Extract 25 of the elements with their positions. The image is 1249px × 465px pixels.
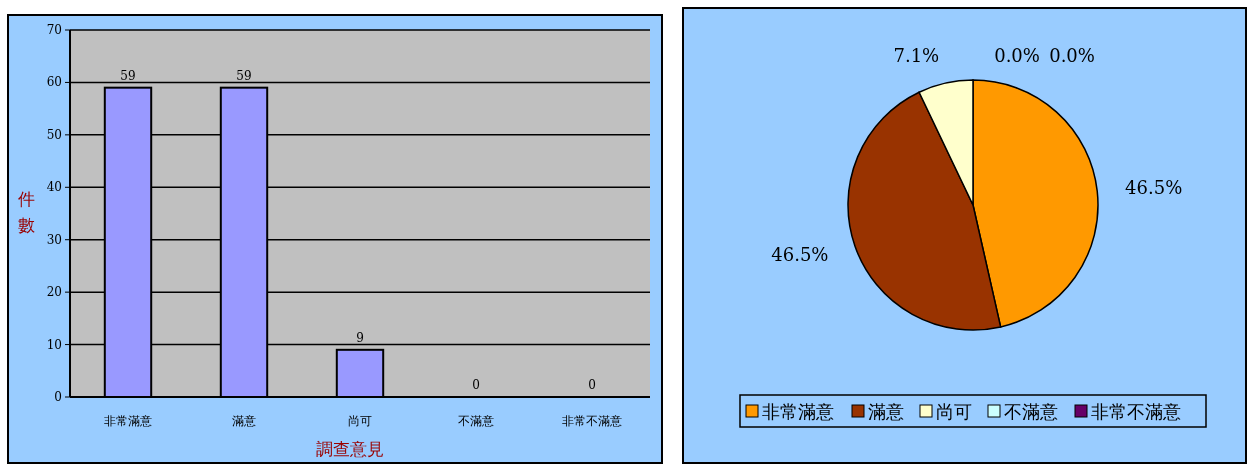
y-tick-label: 0: [54, 390, 62, 404]
data-label: 7.1%: [893, 44, 940, 66]
x-axis-title: 調查意見: [316, 439, 384, 459]
data-label: 0: [588, 378, 596, 392]
y-tick-label: 10: [46, 337, 62, 352]
data-label: 9: [356, 330, 364, 345]
text: 0.0%: [994, 44, 1040, 66]
x-tick-label: 尚可: [348, 414, 372, 428]
data-label: 0: [472, 378, 480, 392]
data-label: 59: [236, 68, 252, 83]
data-label: 46.5%: [1125, 176, 1183, 198]
text: 0.0%: [1049, 44, 1095, 66]
x-tick-label: 非常滿意: [104, 414, 152, 428]
x-tick-label: 非常不滿意: [562, 414, 622, 428]
x-tick-label: 不滿意: [458, 414, 494, 428]
y-tick-label: 40: [46, 180, 62, 195]
y-tick-label: 60: [46, 75, 62, 90]
y-tick-label: 30: [46, 232, 62, 247]
y-axis-title: 件數: [17, 189, 35, 235]
data-label: 46.5%: [771, 244, 829, 266]
data-label: 59: [120, 68, 136, 83]
x-tick-label: 滿意: [232, 414, 256, 428]
y-tick-label: 20: [46, 285, 62, 300]
y-tick-label: 50: [46, 127, 62, 142]
y-tick-label: 70: [46, 23, 62, 37]
